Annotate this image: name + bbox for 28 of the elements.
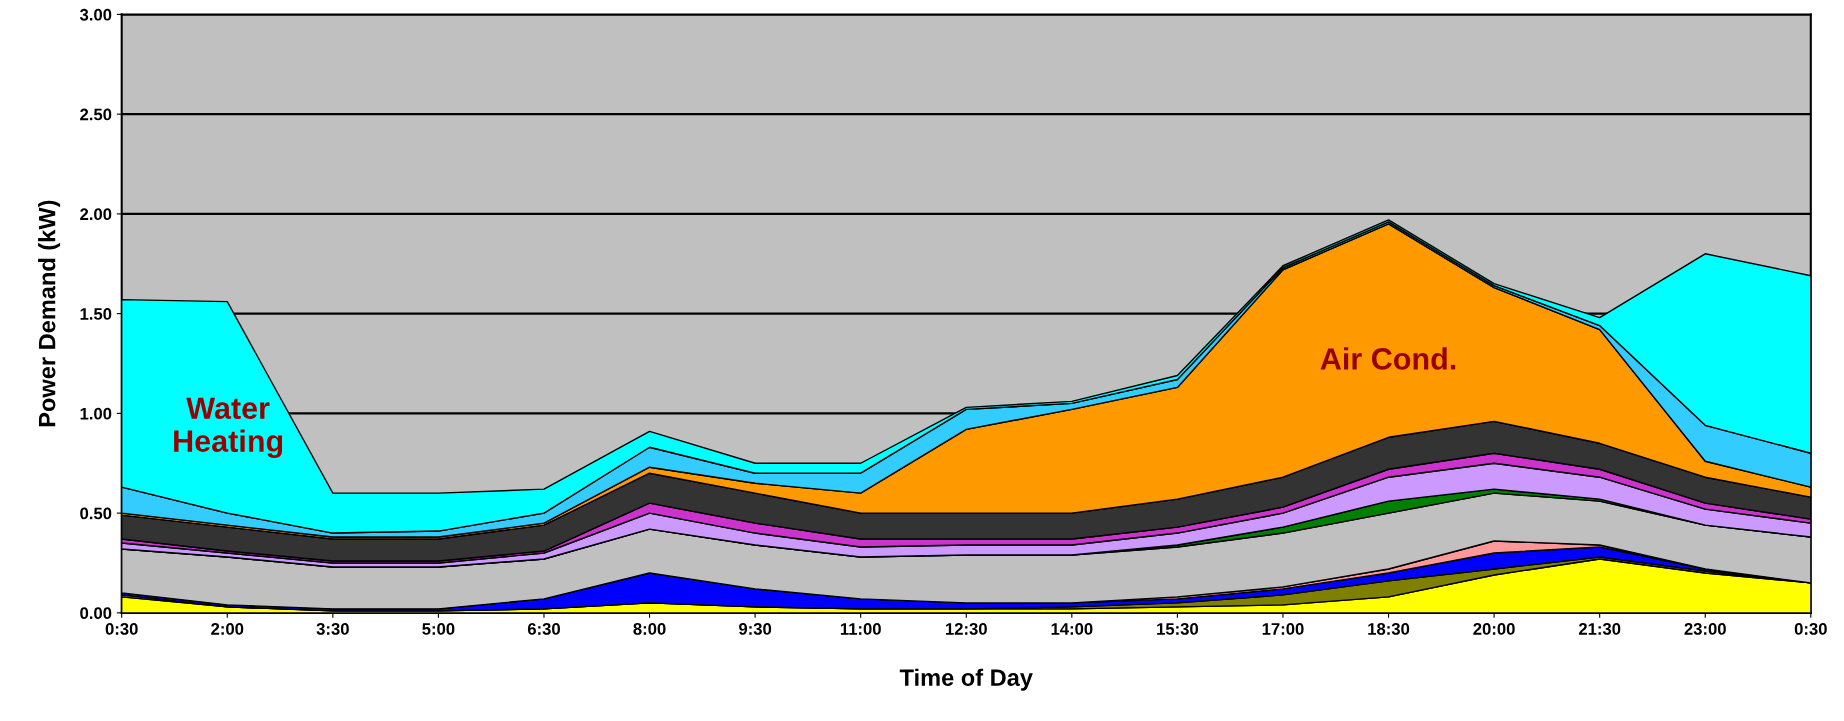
x-tick-label: 21:30 [1578, 623, 1621, 635]
x-tick-label: 11:00 [840, 623, 881, 635]
annotation: Water Heating [174, 397, 283, 459]
x-tick-label: 18:30 [1368, 623, 1410, 635]
y-tick-label: 1.00 [80, 407, 112, 420]
x-tick-label: 0:30 [105, 623, 138, 635]
y-tick-label: 2.00 [80, 208, 112, 221]
y-tick-label: 1.50 [80, 308, 112, 320]
y-axis-title: Power Demand (kW) [38, 200, 61, 427]
x-tick-label: 5:00 [422, 623, 455, 635]
x-tick-label: 23:00 [1684, 623, 1726, 635]
y-tick-label: 2.50 [80, 108, 112, 121]
x-tick-label: 20:00 [1473, 623, 1515, 635]
y-tick-label: 0.50 [80, 507, 112, 520]
x-tick-label: 12:30 [945, 623, 987, 635]
x-tick-label: 8:00 [633, 623, 666, 635]
x-tick-label: 14:00 [1051, 623, 1093, 635]
annotation: Air Cond. [1320, 347, 1456, 370]
x-tick-label: 9:30 [739, 623, 772, 635]
x-tick-label: 17:00 [1262, 623, 1304, 635]
y-tick-label: 3.00 [79, 8, 112, 21]
x-tick-label: 3:30 [316, 623, 349, 635]
x-axis-title: Time of Day [899, 668, 1033, 691]
x-tick-label: 2:00 [211, 623, 244, 635]
x-tick-label: 0:30 [1794, 623, 1827, 635]
x-tick-label: 6:30 [527, 623, 560, 635]
y-tick-label: 0.00 [80, 607, 112, 620]
x-tick-label: 15:30 [1157, 623, 1199, 635]
